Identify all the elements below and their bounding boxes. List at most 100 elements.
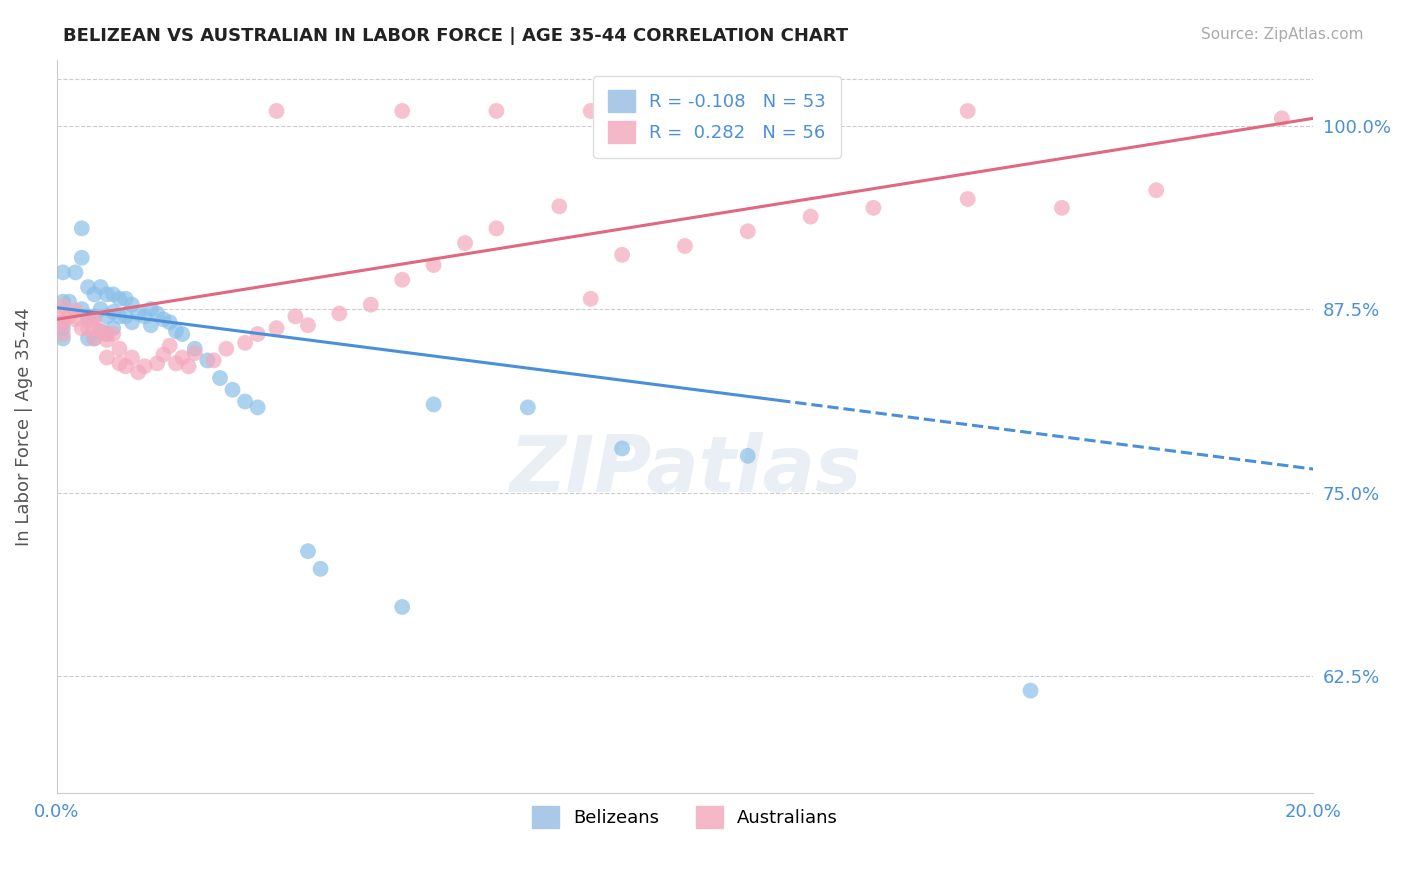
- Point: [177, 359, 200, 374]
- Y-axis label: In Labor Force | Age 35-44: In Labor Force | Age 35-44: [15, 307, 32, 546]
- Point: [246, 326, 269, 341]
- Point: [266, 321, 288, 335]
- Point: [101, 305, 124, 319]
- Point: [58, 294, 80, 309]
- Point: [800, 103, 823, 118]
- Point: [737, 449, 759, 463]
- Point: [77, 310, 100, 324]
- Point: [96, 351, 118, 365]
- Point: [70, 221, 93, 235]
- Point: [184, 342, 207, 356]
- Point: [52, 331, 75, 345]
- Point: [52, 294, 75, 309]
- Legend: Belizeans, Australians: Belizeans, Australians: [524, 799, 845, 836]
- Point: [422, 258, 444, 272]
- Point: [52, 321, 75, 335]
- Point: [114, 310, 136, 324]
- Point: [197, 353, 219, 368]
- Point: [83, 312, 105, 326]
- Point: [485, 221, 508, 235]
- Point: [391, 103, 413, 118]
- Point: [101, 321, 124, 335]
- Point: [108, 356, 131, 370]
- Point: [1019, 683, 1042, 698]
- Point: [454, 235, 477, 250]
- Point: [172, 326, 194, 341]
- Point: [139, 318, 162, 333]
- Point: [52, 306, 75, 320]
- Point: [673, 239, 696, 253]
- Point: [221, 383, 243, 397]
- Point: [134, 310, 156, 324]
- Point: [309, 562, 332, 576]
- Point: [800, 210, 823, 224]
- Point: [328, 306, 350, 320]
- Point: [90, 324, 112, 338]
- Point: [1050, 201, 1073, 215]
- Point: [108, 292, 131, 306]
- Point: [77, 321, 100, 335]
- Point: [96, 333, 118, 347]
- Point: [1144, 183, 1167, 197]
- Point: [65, 312, 87, 326]
- Point: [101, 326, 124, 341]
- Point: [90, 324, 112, 338]
- Point: [96, 310, 118, 324]
- Point: [422, 397, 444, 411]
- Point: [108, 310, 131, 324]
- Point: [121, 298, 143, 312]
- Point: [121, 351, 143, 365]
- Point: [548, 199, 571, 213]
- Point: [83, 321, 105, 335]
- Point: [121, 315, 143, 329]
- Point: [284, 310, 307, 324]
- Point: [77, 331, 100, 345]
- Point: [768, 103, 790, 118]
- Text: Source: ZipAtlas.com: Source: ZipAtlas.com: [1201, 27, 1364, 42]
- Point: [127, 365, 149, 379]
- Point: [70, 321, 93, 335]
- Point: [52, 299, 75, 313]
- Point: [70, 301, 93, 316]
- Point: [83, 331, 105, 345]
- Point: [108, 342, 131, 356]
- Point: [65, 265, 87, 279]
- Point: [83, 287, 105, 301]
- Point: [233, 335, 256, 350]
- Point: [83, 331, 105, 345]
- Point: [208, 371, 231, 385]
- Point: [165, 324, 187, 338]
- Point: [77, 280, 100, 294]
- Point: [96, 287, 118, 301]
- Point: [146, 356, 169, 370]
- Point: [485, 103, 508, 118]
- Point: [83, 310, 105, 324]
- Point: [90, 280, 112, 294]
- Point: [146, 306, 169, 320]
- Point: [172, 351, 194, 365]
- Point: [58, 310, 80, 324]
- Text: ZIPatlas: ZIPatlas: [509, 433, 860, 508]
- Point: [134, 359, 156, 374]
- Text: BELIZEAN VS AUSTRALIAN IN LABOR FORCE | AGE 35-44 CORRELATION CHART: BELIZEAN VS AUSTRALIAN IN LABOR FORCE | …: [63, 27, 848, 45]
- Point: [65, 303, 87, 318]
- Point: [610, 248, 633, 262]
- Point: [159, 339, 181, 353]
- Point: [391, 599, 413, 614]
- Point: [862, 201, 884, 215]
- Point: [52, 315, 75, 329]
- Point: [52, 265, 75, 279]
- Point: [297, 544, 319, 558]
- Point: [70, 251, 93, 265]
- Point: [52, 315, 75, 329]
- Point: [184, 346, 207, 360]
- Point: [52, 326, 75, 341]
- Point: [114, 292, 136, 306]
- Point: [127, 306, 149, 320]
- Point: [391, 273, 413, 287]
- Point: [159, 315, 181, 329]
- Point: [202, 353, 225, 368]
- Point: [360, 298, 382, 312]
- Point: [96, 326, 118, 341]
- Point: [152, 347, 174, 361]
